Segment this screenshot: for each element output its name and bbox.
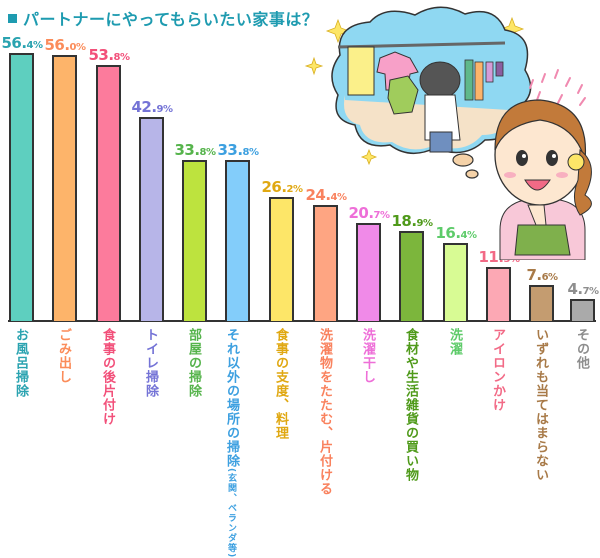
value-integer: 33. (174, 141, 200, 159)
category-label: ごみ出し (56, 328, 71, 384)
category-label: 洗濯物をたたむ、片付ける (317, 328, 332, 496)
value-decimal: 7% (373, 210, 390, 221)
bar-5 (182, 160, 207, 321)
value-integer: 24. (305, 186, 331, 204)
bar-value-label: 42.9% (131, 98, 173, 116)
bar-value-label: 4.7% (567, 280, 599, 298)
bar-9 (356, 223, 381, 321)
chart-title: パートナーにやってもらいたい家事は？ (8, 6, 318, 30)
value-decimal: 2% (286, 184, 303, 195)
category-label-text: お風呂掃除 (13, 328, 28, 398)
bar-value-label: 18.9% (391, 212, 433, 230)
category-label: 洗濯 (447, 328, 462, 356)
value-decimal: 4% (330, 192, 347, 203)
category-label-text: 食事の支度、料理 (273, 328, 288, 440)
value-integer: 16. (435, 224, 461, 242)
bar-chart: 56.4% お風呂掃除 56.0% ごみ出し 53.8% 食事の後片付け 42.9% トイレ掃… (1, 34, 599, 558)
bar-1 (9, 53, 34, 321)
bar-value-label: 56.0% (44, 36, 86, 54)
category-label-text: それ以外の場所の掃除 (224, 328, 239, 468)
value-decimal: 7% (582, 286, 599, 297)
bar-value-label: 20.7% (348, 204, 390, 222)
category-label-text: アイロンかけ (490, 328, 505, 412)
value-decimal: 8% (242, 147, 259, 158)
bar-value-label: 26.2% (261, 178, 303, 196)
bar-3 (96, 65, 121, 321)
category-label-text: ごみ出し (56, 328, 71, 384)
bar-7 (269, 197, 294, 321)
category-label: 部屋の掃除 (186, 328, 201, 398)
value-integer: 20. (348, 204, 374, 222)
chart-title-text: パートナーにやってもらいたい家事は？ (23, 10, 319, 29)
value-decimal: 8% (199, 147, 216, 158)
bar-11 (443, 243, 468, 321)
category-label: その他 (574, 328, 589, 370)
category-label: 食事の後片付け (100, 328, 115, 426)
value-integer: 56. (44, 36, 70, 54)
category-label-text: 部屋の掃除 (186, 328, 201, 398)
bar-12 (486, 267, 511, 321)
bar-14 (570, 299, 595, 321)
value-decimal: 4% (460, 230, 477, 241)
value-decimal: 9% (416, 218, 433, 229)
category-label-text: 洗濯 (447, 328, 462, 356)
value-decimal: 8% (113, 52, 130, 63)
category-label: アイロンかけ (490, 328, 505, 412)
bar-value-label: 56.4% (1, 34, 43, 52)
category-label-text: その他 (574, 328, 589, 370)
value-integer: 53. (88, 46, 114, 64)
bar-2 (52, 55, 77, 321)
bar-value-label: 33.8% (174, 141, 216, 159)
category-label: それ以外の場所の掃除(玄関、ベランダ等) (224, 328, 239, 558)
value-decimal: 9% (156, 104, 173, 115)
bar-value-label: 33.8% (217, 141, 259, 159)
value-integer: 56. (1, 34, 27, 52)
bar-10 (399, 231, 424, 321)
bar-value-label: 16.4% (435, 224, 477, 242)
value-decimal: 4% (26, 40, 43, 51)
category-label: 洗濯干し (360, 328, 375, 384)
category-label-text: トイレ掃除 (143, 328, 158, 398)
category-label-text: 食材や生活雑貨の買い物 (403, 328, 418, 482)
category-label: いずれも当てはまらない (533, 328, 548, 482)
category-label-text: 洗濯干し (360, 328, 375, 384)
value-integer: 26. (261, 178, 287, 196)
value-integer: 18. (391, 212, 417, 230)
bar-value-label: 7.6% (526, 266, 558, 284)
value-decimal: 0% (69, 42, 86, 53)
value-integer: 7. (526, 266, 542, 284)
category-label: 食事の支度、料理 (273, 328, 288, 440)
value-integer: 11. (478, 248, 504, 266)
bar-value-label: 24.4% (305, 186, 347, 204)
category-label-text: いずれも当てはまらない (533, 328, 548, 482)
bar-6 (225, 160, 250, 321)
category-label-text: 食事の後片付け (100, 328, 115, 426)
bar-13 (529, 285, 554, 321)
value-integer: 33. (217, 141, 243, 159)
title-square-icon (8, 14, 17, 23)
value-integer: 4. (567, 280, 583, 298)
value-integer: 42. (131, 98, 157, 116)
category-label: お風呂掃除 (13, 328, 28, 398)
bar-4 (139, 117, 164, 321)
category-label: 食材や生活雑貨の買い物 (403, 328, 418, 482)
category-label: トイレ掃除 (143, 328, 158, 398)
category-sublabel-text: (玄関、ベランダ等) (226, 468, 236, 558)
category-label-text: 洗濯物をたたむ、片付ける (317, 328, 332, 496)
illustration-woman-dreaming-icon (304, 6, 592, 260)
bar-value-label: 53.8% (88, 46, 130, 64)
x-axis-baseline (8, 320, 596, 322)
value-decimal: 6% (541, 272, 558, 283)
bar-8 (313, 205, 338, 321)
